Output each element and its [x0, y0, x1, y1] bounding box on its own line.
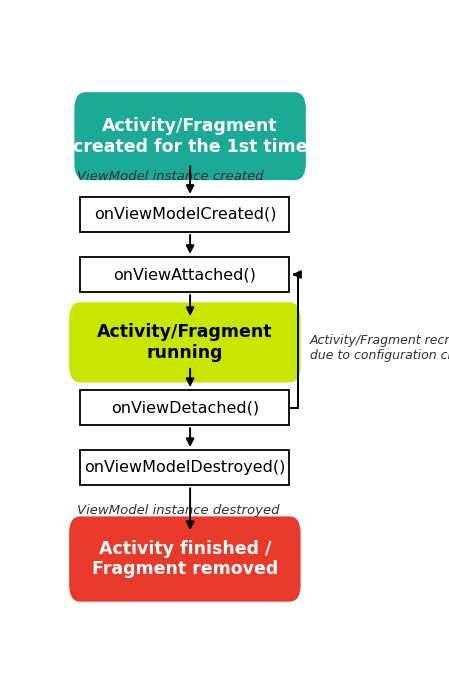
- FancyBboxPatch shape: [80, 390, 289, 425]
- FancyBboxPatch shape: [70, 517, 300, 601]
- Text: Activity finished /
Fragment removed: Activity finished / Fragment removed: [92, 540, 278, 578]
- Text: onViewModelDestroyed(): onViewModelDestroyed(): [84, 460, 286, 475]
- Text: ViewModel instance created: ViewModel instance created: [77, 170, 264, 183]
- Text: Activity/Fragment recreated
due to configuration change etc.: Activity/Fragment recreated due to confi…: [310, 334, 449, 361]
- Text: onViewDetached(): onViewDetached(): [111, 400, 259, 415]
- Text: Activity/Fragment
running: Activity/Fragment running: [97, 323, 273, 362]
- FancyBboxPatch shape: [80, 197, 289, 233]
- Text: onViewAttached(): onViewAttached(): [114, 267, 256, 282]
- FancyBboxPatch shape: [75, 93, 305, 179]
- Text: ViewModel instance destroyed: ViewModel instance destroyed: [77, 504, 280, 517]
- Text: Activity/Fragment
created for the 1st time: Activity/Fragment created for the 1st ti…: [73, 117, 308, 155]
- Text: onViewModelCreated(): onViewModelCreated(): [94, 207, 276, 222]
- FancyBboxPatch shape: [80, 450, 289, 485]
- FancyBboxPatch shape: [70, 303, 300, 382]
- FancyBboxPatch shape: [80, 257, 289, 292]
